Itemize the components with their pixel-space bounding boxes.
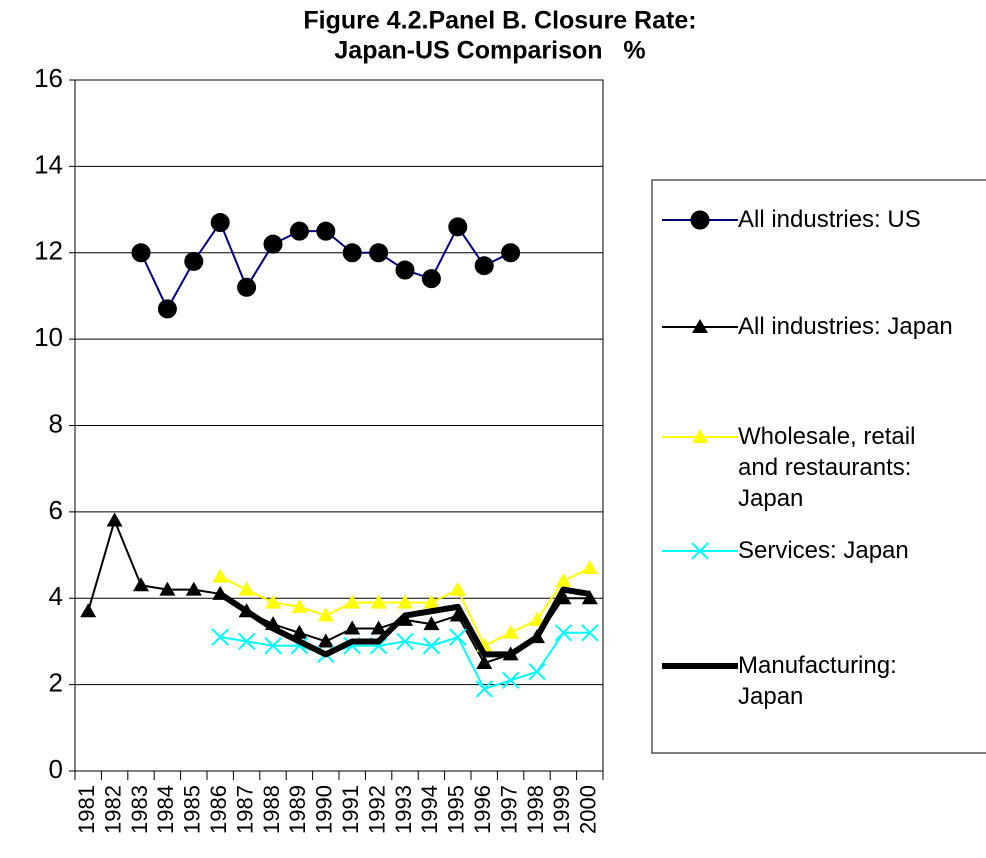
point [692,319,708,333]
legend-label: Wholesale, retail and restaurants: Japan [738,423,916,512]
y-tick-label: 0 [49,754,63,784]
x-tick-label: 1986 [206,785,231,834]
point [692,429,708,443]
y-tick-label: 6 [49,495,63,525]
point [449,628,467,646]
point [475,680,493,698]
y-tick-label: 12 [34,236,63,266]
point [502,624,519,639]
y-tick-label: 16 [34,63,63,93]
x-tick-label: 1995 [444,785,469,834]
x-tick-label: 1992 [364,785,389,834]
x-tick-label: 1988 [259,785,284,834]
y-tick-label: 4 [49,581,63,611]
point [263,234,283,254]
point [528,662,546,681]
y-tick-label: 8 [49,408,63,438]
point [691,542,709,560]
x-tick-label: 1987 [232,785,257,834]
point [291,598,308,613]
point [212,568,229,583]
point [316,221,336,241]
point [423,594,440,609]
x-tick-label: 1996 [470,785,495,834]
point [554,624,573,642]
point [131,243,151,263]
point [342,243,362,263]
point [529,611,545,626]
x-tick-label: 1994 [417,785,442,834]
point [291,624,308,639]
point [581,590,598,605]
x-tick-label: 2000 [576,785,601,834]
point [476,655,493,670]
point [185,581,202,596]
x-tick-label: 1984 [153,785,178,834]
legend-label: All industries: US [738,206,921,233]
point [184,251,204,271]
point [289,221,309,241]
y-tick-label: 2 [49,668,63,698]
legend-label: Manufacturing: Japan [738,652,897,710]
point [159,581,176,596]
point [106,512,123,527]
x-tick-label: 1985 [180,785,205,834]
point [395,260,415,280]
point [421,269,441,289]
x-tick-label: 1998 [523,785,548,834]
point [370,594,387,609]
point [211,628,229,646]
point [423,616,440,631]
x-tick-label: 1999 [549,785,574,834]
point [317,607,334,622]
series-line [218,586,591,658]
point [210,213,230,233]
point [237,277,257,297]
point [690,210,710,230]
point [474,256,494,276]
legend-label: Services: Japan [738,537,909,564]
x-tick-label: 1990 [312,785,337,834]
point [555,572,572,587]
point [237,632,256,651]
point [317,633,334,648]
point [422,637,441,655]
x-tick-label: 1997 [496,785,521,834]
point [265,594,281,609]
x-tick-label: 1982 [100,785,125,834]
x-tick-label: 1991 [338,785,363,834]
x-tick-label: 1981 [74,785,99,834]
point [344,594,361,609]
y-tick-label: 10 [34,322,63,352]
point [157,299,177,319]
point [370,620,387,635]
point [449,581,466,596]
legend-label: All industries: Japan [738,313,953,340]
point [581,560,598,575]
point [80,603,97,618]
point [369,243,389,263]
point [238,581,255,596]
x-tick-label: 1993 [391,785,416,834]
point [264,637,282,655]
point [396,632,414,651]
point [501,243,521,263]
x-tick-label: 1983 [127,785,152,834]
point [581,624,599,642]
x-tick-label: 1989 [285,785,310,834]
point [448,217,468,237]
chart-title: Figure 4.2.Panel B. Closure Rate: [303,7,696,35]
legend-box [651,179,986,754]
y-tick-label: 14 [34,149,63,179]
point [501,671,520,690]
chart-title: Japan-US Comparison % [334,37,645,65]
point [397,594,413,609]
point [133,577,149,592]
point [344,620,361,635]
